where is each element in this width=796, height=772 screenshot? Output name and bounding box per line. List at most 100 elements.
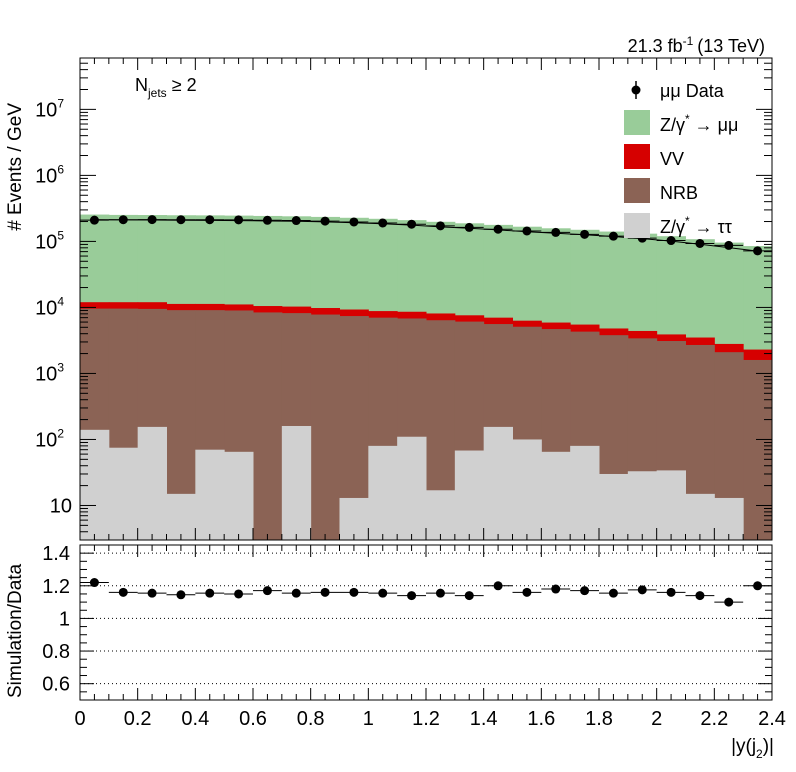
- y-tick-label-exponent: 4: [57, 294, 64, 308]
- ratio-points: [80, 578, 772, 607]
- stacked-histograms: [80, 214, 773, 541]
- x-tick-label: 2: [651, 708, 662, 730]
- ratio-point: [724, 597, 734, 607]
- ratio-y-tick-label: 0.6: [42, 674, 70, 696]
- ratio-point: [147, 588, 157, 598]
- x-tick-label: 1.2: [412, 708, 440, 730]
- legend-nrb-label: NRB: [660, 183, 698, 203]
- legend-zmumu-swatch: [624, 110, 650, 135]
- ratio-y-tick-label: 1.4: [42, 543, 70, 565]
- ztautau-bin: [656, 470, 686, 540]
- legend-vv-swatch: [624, 144, 650, 169]
- legend-zmumu-after: → μμ: [690, 115, 739, 135]
- x-axis-label-subscript: 2: [756, 747, 763, 761]
- ztautau-bin: [195, 449, 225, 540]
- ratio-y-tick-label: 1: [59, 608, 70, 630]
- x-tick-label: 0.4: [181, 708, 209, 730]
- data-points: [80, 215, 772, 256]
- ztautau-bin: [541, 451, 571, 540]
- ztautau-bin: [397, 436, 427, 540]
- ratio-point: [695, 591, 705, 601]
- ratio-point: [580, 586, 590, 596]
- ratio-y-axis-label: Simulation/Data: [5, 563, 26, 698]
- y-tick-label-base: 10: [35, 165, 57, 187]
- ratio-plot-frame: [79, 544, 773, 701]
- ztautau-bin: [483, 426, 513, 540]
- lumi-value: 21.3 fb: [628, 36, 683, 56]
- data-point: [378, 218, 388, 228]
- data-point: [464, 222, 474, 232]
- ztautau-bin: [224, 451, 254, 540]
- x-tick-label: 2.2: [700, 708, 728, 730]
- y-tick-label: 104: [35, 294, 64, 319]
- ratio-point: [435, 588, 445, 598]
- x-tick-label: 2.4: [758, 708, 786, 730]
- energy-label: (13 TeV): [697, 36, 765, 56]
- category-label: Njets ≥ 2: [135, 75, 197, 100]
- y-tick-label-base: 10: [35, 429, 57, 451]
- ztautau-bin: [281, 425, 312, 540]
- ratio-point: [666, 587, 676, 597]
- ratio-point: [262, 586, 272, 596]
- legend-ztautau-after: → ττ: [690, 217, 732, 237]
- lumi-exponent: -1: [683, 34, 694, 48]
- data-point: [118, 215, 128, 225]
- data-point: [551, 227, 561, 237]
- x-tick-label: 0: [74, 708, 85, 730]
- x-tick-label: 0.2: [124, 708, 152, 730]
- legend-entry-ztautau: Z/γ* → ττ: [624, 213, 732, 238]
- data-point: [608, 231, 618, 241]
- y-tick-label-base: 10: [35, 99, 57, 121]
- ratio-point: [234, 589, 244, 599]
- data-point: [205, 215, 215, 225]
- x-tick-label: 1.6: [527, 708, 555, 730]
- ztautau-bin: [599, 473, 629, 540]
- legend: μμ Data Z/γ* → μμ VV NRB Z/γ* → ττ: [624, 81, 738, 238]
- legend-entry-zmumu: Z/γ* → μμ: [624, 110, 738, 135]
- y-tick-label-exponent: 3: [57, 360, 64, 374]
- category-label-main: N: [135, 75, 148, 95]
- y-tick-label: 107: [35, 96, 64, 121]
- data-point: [522, 226, 532, 236]
- legend-entry-vv: VV: [624, 144, 684, 169]
- ratio-point: [349, 587, 359, 597]
- ztautau-bin: [339, 497, 369, 540]
- y-tick-label: 103: [35, 360, 64, 385]
- legend-data-marker: [631, 85, 641, 95]
- legend-nrb-swatch: [624, 178, 650, 203]
- y-tick-label-base: 10: [35, 297, 57, 319]
- ztautau-bin: [685, 493, 715, 540]
- legend-zmumu-label: Z/γ* → μμ: [660, 112, 738, 135]
- main-y-axis-label: # Events / GeV: [5, 103, 26, 231]
- legend-ztautau-text: Z/γ: [660, 217, 685, 237]
- data-point: [724, 240, 734, 250]
- y-tick-label: 106: [35, 162, 64, 187]
- ratio-gridlines: [80, 552, 772, 685]
- ratio-point: [407, 591, 417, 601]
- y-tick-label-exponent: 6: [57, 162, 64, 176]
- ratio-point: [118, 587, 128, 597]
- ratio-point: [522, 587, 532, 597]
- y-tick-label-exponent: 5: [57, 228, 64, 242]
- ratio-point: [378, 588, 388, 598]
- data-point: [349, 217, 359, 227]
- y-tick-label: 10: [50, 495, 72, 517]
- ratio-point: [464, 591, 474, 601]
- legend-entry-data: μμ Data: [631, 81, 725, 101]
- data-point: [407, 219, 417, 229]
- y-tick-label-base: 10: [35, 363, 57, 385]
- data-point: [435, 221, 445, 231]
- ratio-point: [493, 581, 503, 591]
- data-point: [147, 215, 157, 225]
- legend-ztautau-swatch: [624, 213, 650, 238]
- nrb-bin: [253, 312, 283, 540]
- ratio-point: [320, 587, 330, 597]
- ratio-point: [176, 590, 186, 600]
- x-axis-label: |y(j2)|: [731, 736, 774, 761]
- legend-zmumu-text: Z/γ: [660, 115, 685, 135]
- data-point: [89, 215, 99, 225]
- ztautau-bin: [512, 439, 542, 540]
- ratio-y-tick-label: 0.8: [42, 641, 70, 663]
- legend-ztautau-sup: *: [685, 214, 690, 228]
